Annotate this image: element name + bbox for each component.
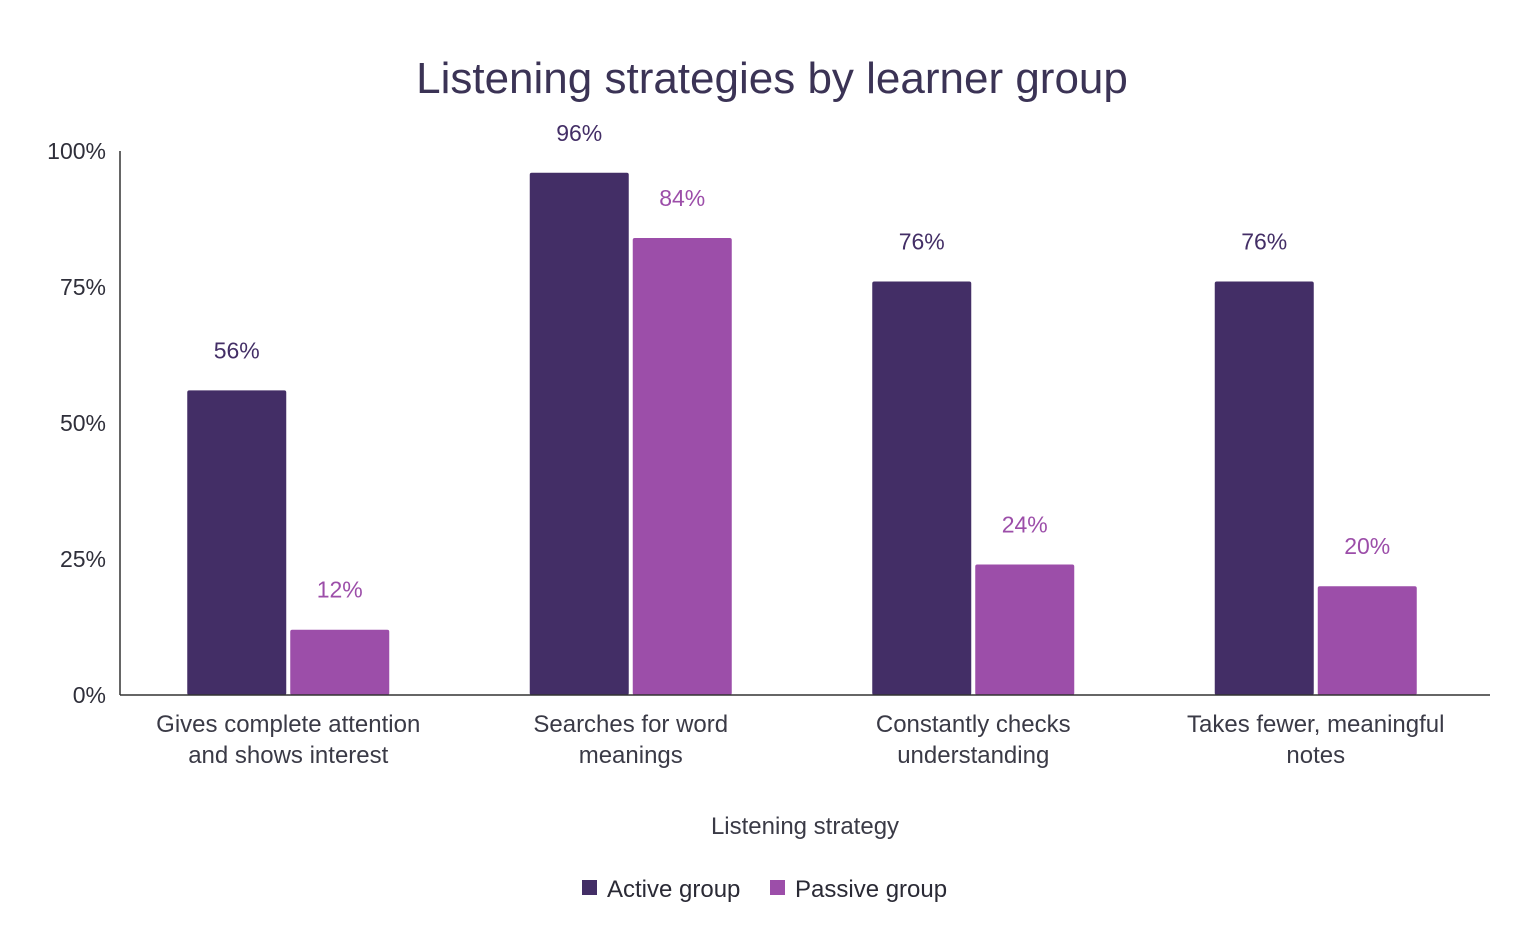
x-category-label: Gives complete attention <box>156 711 420 738</box>
x-category-label: meanings <box>579 742 683 769</box>
bar-active-group <box>187 390 287 695</box>
x-category-label: notes <box>1286 742 1345 769</box>
data-label: 96% <box>556 120 602 146</box>
bar-passive-group <box>632 238 732 696</box>
legend: Active group Passive group <box>582 876 947 903</box>
data-label: 76% <box>899 229 945 255</box>
bar-passive-group <box>290 629 390 695</box>
data-label: 12% <box>317 577 363 603</box>
y-tick-label: 100% <box>47 138 106 164</box>
data-labels: 56% 12% 96% 84% 76% 24% 76% 20% <box>214 120 1391 603</box>
bars <box>187 172 1417 696</box>
bar-active-group <box>1214 281 1314 695</box>
data-label: 76% <box>1241 229 1287 255</box>
y-tick-label: 25% <box>60 546 106 572</box>
legend-label: Passive group <box>795 876 947 903</box>
x-axis-title: Listening strategy <box>711 813 899 840</box>
y-tick-label: 75% <box>60 274 106 300</box>
y-axis-ticks: 0% 25% 50% 75% 100% <box>47 138 106 708</box>
bar-active-group <box>529 172 629 695</box>
x-category-label: understanding <box>897 742 1049 769</box>
data-label: 84% <box>659 185 705 211</box>
bar-passive-group <box>975 564 1075 695</box>
bar-active-group <box>872 281 972 695</box>
y-tick-label: 50% <box>60 410 106 436</box>
y-tick-label: 0% <box>73 682 106 708</box>
x-category-label: Searches for word <box>533 711 728 738</box>
legend-swatch <box>582 880 597 895</box>
x-category-label: and shows interest <box>188 742 388 769</box>
bar-passive-group <box>1317 586 1417 695</box>
legend-swatch <box>770 880 785 895</box>
data-label: 20% <box>1344 533 1390 559</box>
x-category-label: Takes fewer, meaningful <box>1187 711 1444 738</box>
x-axis-categories: Gives complete attention and shows intere… <box>156 711 1444 769</box>
chart-title: Listening strategies by learner group <box>416 54 1128 103</box>
x-category-label: Constantly checks <box>876 711 1071 738</box>
legend-label: Active group <box>607 876 740 903</box>
data-label: 56% <box>214 337 260 363</box>
data-label: 24% <box>1002 511 1048 537</box>
